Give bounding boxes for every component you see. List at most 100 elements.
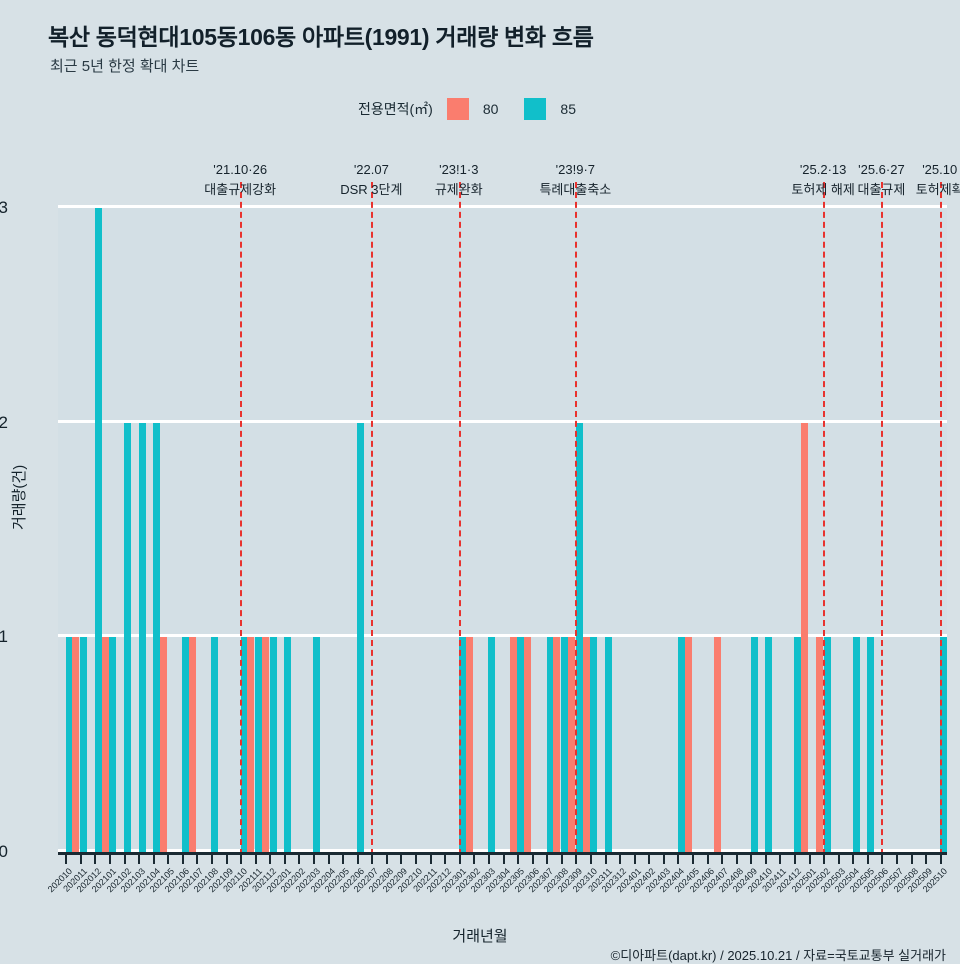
bar-80[interactable]	[713, 637, 721, 852]
x-tick	[764, 855, 767, 864]
x-tick	[648, 855, 651, 864]
bar-85[interactable]	[852, 637, 860, 852]
x-tick	[167, 855, 170, 864]
x-tick	[196, 855, 199, 864]
bar-85[interactable]	[575, 422, 583, 852]
bar-85[interactable]	[765, 637, 773, 852]
x-tick	[152, 855, 155, 864]
bar-85[interactable]	[604, 637, 612, 852]
bar-85[interactable]	[269, 637, 277, 852]
annotation-vline	[240, 182, 243, 855]
bar-85[interactable]	[138, 422, 146, 852]
bar-80[interactable]	[465, 637, 473, 852]
x-axis-line	[58, 852, 947, 855]
bar-85[interactable]	[590, 637, 598, 852]
annotation-vline	[823, 182, 826, 855]
bar-85[interactable]	[65, 637, 73, 852]
x-tick	[429, 855, 432, 864]
page-subtitle: 최근 5년 한정 확대 차트	[50, 58, 200, 75]
x-tick	[619, 855, 622, 864]
bar-85[interactable]	[80, 637, 88, 852]
bar-80[interactable]	[567, 637, 575, 852]
bar-85[interactable]	[313, 637, 321, 852]
bar-85[interactable]	[153, 422, 161, 852]
x-tick	[546, 855, 549, 864]
bar-80[interactable]	[684, 637, 692, 852]
bar-85[interactable]	[182, 637, 190, 852]
annotation-vline	[371, 182, 374, 855]
legend-item-85[interactable]: 85	[524, 98, 576, 120]
chart-legend: 전용면적(㎡) 80 85	[0, 98, 960, 120]
x-tick	[487, 855, 490, 864]
bar-80[interactable]	[72, 637, 80, 852]
x-tick	[400, 855, 403, 864]
legend-label-85: 85	[560, 101, 576, 117]
bar-80[interactable]	[189, 637, 197, 852]
bar-85[interactable]	[794, 637, 802, 852]
bar-85[interactable]	[284, 637, 292, 852]
x-tick	[662, 855, 665, 864]
x-tick	[298, 855, 301, 864]
bar-85[interactable]	[94, 208, 102, 852]
x-tick	[706, 855, 709, 864]
bar-85[interactable]	[546, 637, 554, 852]
bar-85[interactable]	[357, 422, 365, 852]
annotation-vline	[575, 182, 578, 855]
x-tick	[517, 855, 520, 864]
annotation-label: '23!1·3 규제완화	[435, 160, 483, 200]
x-tick	[604, 855, 607, 864]
bar-85[interactable]	[255, 637, 263, 852]
y-tick-label: 0	[0, 842, 8, 861]
legend-item-80[interactable]: 80	[446, 98, 499, 120]
bar-80[interactable]	[815, 637, 823, 852]
bar-80[interactable]	[159, 637, 167, 852]
x-tick	[575, 855, 578, 864]
bar-85[interactable]	[561, 637, 569, 852]
x-tick	[939, 855, 942, 864]
annotation-vline	[939, 182, 942, 855]
annotation-label: '25.10 토허제확	[916, 160, 960, 200]
bar-85[interactable]	[488, 637, 496, 852]
bar-80[interactable]	[801, 422, 809, 852]
x-tick	[109, 855, 111, 864]
bar-85[interactable]	[940, 637, 948, 852]
bar-85[interactable]	[109, 637, 117, 852]
x-tick	[458, 855, 461, 864]
x-tick	[560, 855, 563, 864]
x-tick	[79, 855, 82, 864]
bar-80[interactable]	[247, 637, 255, 852]
x-tick	[415, 855, 418, 864]
bar-80[interactable]	[524, 637, 532, 852]
annotation-text: 토허제확	[915, 182, 960, 198]
x-tick	[356, 855, 359, 864]
x-tick	[881, 855, 884, 864]
bar-80[interactable]	[582, 637, 590, 852]
bar-80[interactable]	[101, 637, 109, 852]
x-tick	[735, 855, 738, 864]
legend-swatch-85	[524, 98, 547, 120]
bar-85[interactable]	[677, 637, 685, 852]
bar-80[interactable]	[509, 637, 517, 852]
annotation-text: 특례대출축소	[539, 182, 612, 198]
x-tick	[502, 855, 505, 864]
bar-80[interactable]	[553, 637, 561, 852]
gridline-y-1	[58, 634, 947, 638]
bar-85[interactable]	[123, 422, 131, 852]
legend-swatch-80	[446, 98, 469, 120]
x-tick	[823, 855, 826, 864]
bar-85[interactable]	[211, 637, 219, 852]
bar-85[interactable]	[823, 637, 831, 852]
bar-80[interactable]	[261, 637, 269, 852]
plot-area	[58, 205, 948, 852]
annotation-vline	[881, 182, 884, 855]
bar-85[interactable]	[459, 637, 467, 852]
bar-85[interactable]	[240, 637, 248, 852]
legend-label-80: 80	[482, 101, 499, 117]
bar-85[interactable]	[517, 637, 525, 852]
bar-85[interactable]	[867, 637, 875, 852]
annotation-date: '23!1·3	[439, 162, 479, 177]
annotation-text: 토허제 해제	[791, 182, 855, 198]
bar-85[interactable]	[750, 637, 758, 852]
x-tick	[371, 855, 374, 864]
